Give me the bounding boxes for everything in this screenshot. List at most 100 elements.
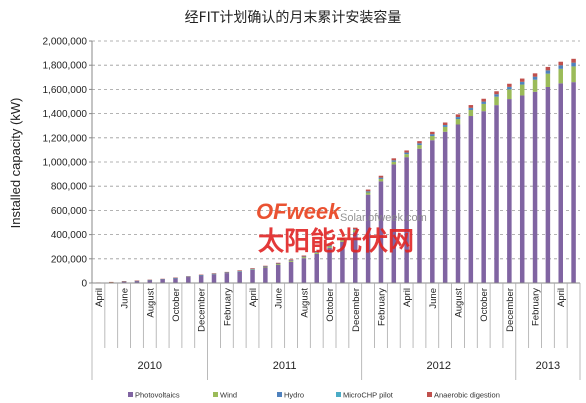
bar-segment xyxy=(571,62,576,67)
bar-segment xyxy=(365,189,371,192)
axes xyxy=(89,40,581,380)
bar-segment xyxy=(353,232,358,283)
y-tick-label: 400,000 xyxy=(51,230,88,241)
bar-segment xyxy=(353,230,358,233)
x-tick-label: October xyxy=(325,288,336,322)
x-tick-label: April xyxy=(402,288,413,307)
bar-segment xyxy=(365,194,371,283)
bar-segment xyxy=(250,268,255,269)
legend-swatch xyxy=(427,392,432,397)
bar-segment xyxy=(442,122,448,126)
bar-segment xyxy=(198,275,204,283)
bar-segment xyxy=(237,270,242,271)
bar-segment xyxy=(519,95,525,283)
x-tick-labels: April June August October December February Ap… xyxy=(94,288,567,372)
y-tick-label: 1,400,000 xyxy=(43,109,88,120)
bar-segment xyxy=(571,66,576,83)
bar-segment xyxy=(417,141,422,144)
bar-segment xyxy=(571,82,576,283)
x-tick-label: February xyxy=(376,288,387,326)
year-label: 2011 xyxy=(273,360,297,372)
bar-segment xyxy=(442,125,448,127)
bar-segment xyxy=(558,83,563,283)
bar-segment xyxy=(391,160,397,162)
bar-segment xyxy=(430,134,435,136)
bar-segment xyxy=(275,264,281,283)
bar-segment xyxy=(455,119,461,125)
bar-segment xyxy=(378,181,384,283)
bar-segment xyxy=(481,111,486,284)
watermark-chinese: 太阳能光伏网 xyxy=(258,226,414,257)
bar-segment xyxy=(430,140,435,283)
bar-segment xyxy=(404,157,409,283)
bar-segment xyxy=(417,148,422,283)
bar-segment xyxy=(507,89,512,100)
bar-segment xyxy=(224,271,230,273)
bar-segment xyxy=(121,281,127,283)
legend-label: Wind xyxy=(220,391,237,400)
legend-label: Hydro xyxy=(284,391,304,400)
bar-segment xyxy=(558,68,563,84)
bar-segment xyxy=(417,145,422,149)
y-tick-label: 1,800,000 xyxy=(43,61,88,72)
bar-segment xyxy=(365,191,371,193)
bar-segment xyxy=(224,273,230,283)
bar-segment xyxy=(468,109,474,117)
watermark: OFweek Solar.ofweek.com 太阳能光伏网 xyxy=(256,199,427,257)
bar-segment xyxy=(558,65,563,69)
x-tick-label: April xyxy=(248,288,259,307)
bar-segment xyxy=(404,150,409,153)
bar-segment xyxy=(558,61,563,66)
x-tick-label: June xyxy=(120,288,131,309)
bar-segment xyxy=(545,86,551,283)
bar-segment xyxy=(327,245,332,247)
x-tick-label: October xyxy=(479,288,490,322)
bar-segment xyxy=(327,246,332,248)
bar-segment xyxy=(494,91,499,95)
bar-segment xyxy=(494,105,499,283)
bar-segment xyxy=(519,81,525,85)
bar-segment xyxy=(288,260,294,262)
x-tick-label: December xyxy=(351,288,362,332)
year-label: 2010 xyxy=(138,360,162,372)
y-tick-label: 600,000 xyxy=(51,206,88,217)
bar-segment xyxy=(519,78,525,82)
bar-segment xyxy=(211,274,217,283)
y-tick-label: 2,000,000 xyxy=(43,37,88,48)
legend-swatch xyxy=(277,392,282,397)
bar-segment xyxy=(134,280,140,283)
x-tick-label: June xyxy=(428,288,439,309)
bar-segment xyxy=(545,66,551,71)
bar-segment xyxy=(237,271,242,272)
bar-segment xyxy=(494,94,499,97)
x-tick-label: August xyxy=(454,288,465,318)
bar-segment xyxy=(391,158,397,161)
bar-segment xyxy=(532,79,538,92)
year-label: 2012 xyxy=(426,360,450,372)
bar-segment xyxy=(186,276,191,283)
bar-segment xyxy=(404,154,409,158)
bar-segment xyxy=(263,265,268,267)
bar-segment xyxy=(301,257,307,259)
x-tick-label: December xyxy=(197,288,208,332)
y-tick-label: 1,000,000 xyxy=(43,158,88,169)
bar-segment xyxy=(481,101,486,104)
legend-label: Photovoltaics xyxy=(135,391,180,400)
chart-title: 经FIT计划确认的月末累计安装容量 xyxy=(185,9,402,26)
bar-segment xyxy=(507,99,512,283)
bar-segment xyxy=(160,279,165,283)
bar-segment xyxy=(288,261,294,283)
y-tick-label: 200,000 xyxy=(51,254,88,265)
bar-segment xyxy=(263,266,268,268)
bar-segment xyxy=(237,271,242,283)
x-tick-label: April xyxy=(556,288,567,307)
legend-label: MicroCHP pilot xyxy=(343,391,394,400)
bar-segment xyxy=(430,135,435,141)
y-tick-labels: 0 200,000 400,000 600,000 800,000 1,000,000 1,… xyxy=(43,37,88,290)
x-tick-label: December xyxy=(505,288,516,332)
bar-segment xyxy=(250,269,255,270)
bar-segment xyxy=(507,86,512,90)
bar-segment xyxy=(455,124,461,284)
bar-segment xyxy=(314,252,319,254)
